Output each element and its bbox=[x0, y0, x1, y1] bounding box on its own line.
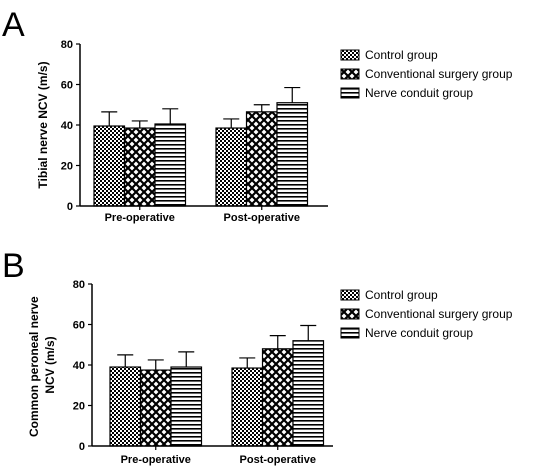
panel-b-y-axis-label: Common peroneal nerve NCV (m/s) bbox=[27, 293, 57, 437]
panel-b-y-tick-label-0: 0 bbox=[79, 441, 85, 453]
panel-a-y-tick-label-20: 20 bbox=[61, 161, 73, 173]
panel-b-y-tick-label-20: 20 bbox=[73, 401, 85, 413]
panel-a-bar-control-post bbox=[215, 127, 248, 207]
panel-b-bar-conduit-pre bbox=[170, 366, 203, 447]
panel-a-bar-conduit-pre bbox=[154, 123, 187, 207]
panel-a-bar-conventional-post bbox=[245, 111, 278, 207]
panel-b-y-tick-label-80: 80 bbox=[73, 279, 85, 291]
panel-b-y-axis-label-line-1: Common peroneal nerve bbox=[27, 296, 41, 437]
panel-a-y-tick-label-80: 80 bbox=[61, 39, 73, 51]
panel-a: A 0 20 40 60 80 Pre-operative Post-operative Co… bbox=[2, 6, 513, 224]
panel-b-y-tick-label-60: 60 bbox=[73, 320, 85, 332]
panel-b-plot: 0 20 40 60 80 Pre-operative Post-operative Cont… bbox=[73, 279, 513, 466]
panel-b-category-label-pre: Pre-operative bbox=[121, 454, 191, 466]
panel-b-bar-control-pre bbox=[109, 366, 142, 447]
panel-a-bar-conventional-pre bbox=[123, 127, 156, 207]
panel-b-y-axis-label-line-2: NCV (m/s) bbox=[43, 336, 57, 393]
panel-b-legend-swatch-conventional bbox=[340, 308, 360, 320]
panel-b-category-label-post: Post-operative bbox=[240, 454, 316, 466]
panel-b-legend: Control group Conventional surgery group N… bbox=[340, 288, 513, 340]
panel-b-letter: B bbox=[2, 247, 25, 285]
panel-b-bar-conduit-post bbox=[292, 340, 325, 447]
panel-b-bar-control-post bbox=[231, 367, 264, 447]
panel-a-legend: Control group Conventional surgery group N… bbox=[340, 48, 513, 100]
panel-b-legend-swatch-control bbox=[340, 289, 360, 301]
panel-a-letter: A bbox=[2, 6, 25, 44]
panel-a-category-label-pre: Pre-operative bbox=[105, 212, 175, 224]
panel-b: B 0 20 40 60 80 Pre-operative Post-operative Co… bbox=[2, 247, 513, 466]
panel-a-bar-control-pre bbox=[93, 125, 126, 207]
panel-a-legend-label-conventional: Conventional surgery group bbox=[365, 67, 513, 81]
panel-a-y-tick-label-40: 40 bbox=[61, 120, 73, 132]
panel-a-y-tick-label-60: 60 bbox=[61, 80, 73, 92]
panel-a-legend-label-control: Control group bbox=[365, 48, 438, 62]
panel-b-y-tick-label-40: 40 bbox=[73, 360, 85, 372]
panel-a-y-tick-label-0: 0 bbox=[67, 201, 73, 213]
panel-a-y-axis-label: Tibial nerve NCV (m/s) bbox=[36, 61, 50, 188]
panel-a-bar-conduit-post bbox=[276, 102, 309, 207]
panel-b-legend-swatch-conduit bbox=[340, 327, 360, 339]
panel-a-plot: 0 20 40 60 80 Pre-operative Post-operative Cont… bbox=[61, 39, 513, 224]
panel-a-legend-swatch-conventional bbox=[340, 68, 360, 80]
panel-b-bar-conventional-post bbox=[261, 348, 294, 447]
panel-b-legend-label-conventional: Conventional surgery group bbox=[365, 307, 513, 321]
panel-a-legend-label-conduit: Nerve conduit group bbox=[365, 86, 473, 100]
panel-a-legend-swatch-conduit bbox=[340, 87, 360, 99]
panel-a-category-label-post: Post-operative bbox=[224, 212, 300, 224]
panel-a-legend-swatch-control bbox=[340, 49, 360, 61]
panel-b-bar-conventional-pre bbox=[139, 369, 172, 447]
panel-b-legend-label-control: Control group bbox=[365, 288, 438, 302]
panel-b-legend-label-conduit: Nerve conduit group bbox=[365, 326, 473, 340]
